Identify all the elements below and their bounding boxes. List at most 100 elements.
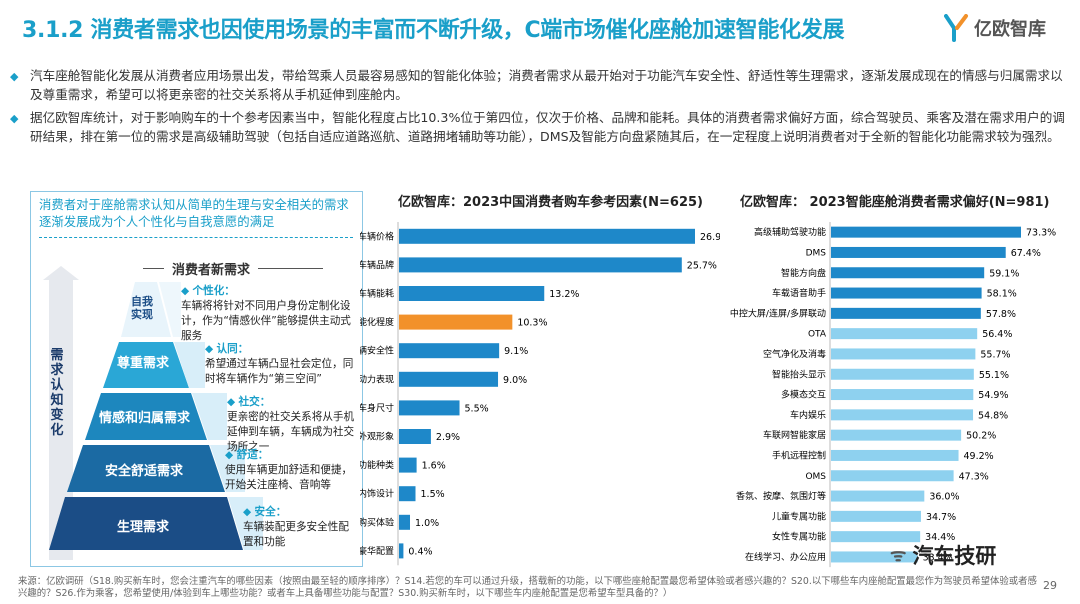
bar	[399, 343, 500, 359]
pyramid-title: 消费者新需求	[164, 259, 259, 278]
category-label: 空气净化及消毒	[763, 348, 826, 360]
value-label: 34.7%	[926, 512, 956, 523]
level-desc-5-text: 车辆装配更多安全性配置和功能	[243, 521, 349, 548]
page-title: 3.1.2 消费者需求也因使用场景的丰富而不断升级，C端市场催化座舱加速智能化发…	[22, 18, 845, 43]
category-label: 车身尺寸	[360, 402, 394, 414]
source-footnote: 来源：亿欧调研（S18.购买新车时，您会注重汽车的哪些因素（按照由最至轻的顺序排…	[18, 576, 1037, 599]
value-label: 1.6%	[422, 461, 446, 472]
bar	[399, 543, 404, 559]
bar	[831, 551, 918, 563]
level-tag-3: 社交：	[238, 396, 271, 408]
category-label: 中控大屏/连屏/多屏联动	[730, 307, 826, 319]
value-label: 10.3%	[517, 318, 547, 329]
level-name-5: 生理需求	[117, 520, 170, 535]
category-label: 车联网智能家居	[763, 429, 826, 441]
pyramid-header: 消费者对于座舱需求认知从简单的生理与安全相关的需求逐渐发展成为个人个性化与自我意…	[39, 197, 349, 229]
diamond-bullet-icon: ◆	[10, 70, 19, 83]
bar	[399, 314, 513, 330]
bar	[399, 429, 431, 444]
bar	[399, 400, 460, 416]
bar	[831, 246, 1006, 258]
level-name-2: 尊重需求	[117, 356, 170, 371]
category-label: 手机远程控制	[772, 449, 826, 461]
bar	[831, 307, 981, 319]
paragraph-2: ◆ 据亿欧智库统计，对于影响购车的十个参考因素当中，智能化程度占比10.3%位于…	[10, 108, 1070, 146]
value-label: 2.9%	[436, 432, 460, 443]
pyramid-level-physiological	[49, 497, 243, 550]
pyramid-level-belonging	[85, 393, 207, 440]
level-desc-1: ◆ 个性化： 车辆将将针对不同用户身份定制化设计，作为“情感伙伴”能够提供主动式…	[181, 285, 351, 342]
level-desc-4-text: 使用车辆更加舒适和便捷，开始关注座椅、音响等	[225, 464, 353, 491]
category-label: 车内娱乐	[790, 409, 826, 421]
value-label: 9.0%	[503, 375, 527, 386]
chart2-title: 亿欧智库： 2023智能座舱消费者需求偏好(N=981)	[740, 195, 1050, 210]
level-name-4: 安全舒适需求	[105, 464, 184, 479]
category-label: 女性专属功能	[772, 531, 826, 543]
value-label: 54.8%	[978, 410, 1008, 421]
bar	[831, 287, 982, 299]
category-label: 在线学习、办公应用	[745, 551, 826, 563]
bar	[399, 514, 411, 530]
bar	[831, 490, 925, 502]
bar	[831, 328, 978, 340]
level-desc-2: ◆ 认同： 希望通过车辆凸显社会定位，同时将车辆作为“第三空间”	[205, 343, 354, 385]
level-tag-4: 舒适：	[236, 449, 269, 461]
level-desc-4: ◆ 舒适： 使用车辆更加舒适和便捷，开始关注座椅、音响等	[225, 449, 353, 491]
bar	[831, 409, 974, 421]
value-label: 55.1%	[979, 370, 1009, 381]
category-label: 豪华配置	[360, 545, 394, 557]
category-label: 功能种类	[360, 459, 394, 471]
category-label: OTA	[808, 330, 827, 340]
level-name-1: 自我实现	[131, 295, 153, 321]
needs-pyramid-panel: 消费者对于座舱需求认知从简单的生理与安全相关的需求逐渐发展成为个人个性化与自我意…	[30, 191, 363, 567]
value-label: 58.1%	[987, 289, 1017, 300]
category-label: 儿童专属功能	[772, 510, 826, 522]
level-tag-2: 认同：	[216, 343, 249, 355]
category-label: 外观形象	[360, 431, 394, 443]
bar	[831, 226, 1021, 238]
logo-text: 亿欧智库	[974, 19, 1046, 40]
divider	[39, 237, 353, 238]
paragraph-2-text: 据亿欧智库统计，对于影响购车的十个参考因素当中，智能化程度占比10.3%位于第四…	[30, 110, 1065, 144]
bar	[399, 228, 695, 244]
level-name-3: 情感和归属需求	[99, 411, 191, 426]
category-label: 智能方向盘	[781, 267, 826, 279]
value-label: 0.4%	[408, 546, 432, 557]
value-label: 49.2%	[964, 451, 994, 462]
page-number: 29	[1043, 579, 1057, 592]
bar	[399, 371, 499, 387]
value-label: 25.7%	[687, 260, 717, 271]
value-label: 55.7%	[980, 349, 1010, 360]
bar	[399, 257, 682, 273]
bar	[831, 470, 954, 482]
bar	[399, 486, 416, 502]
value-label: 47.3%	[959, 471, 989, 482]
category-label: 智能化程度	[360, 316, 394, 328]
purchase-factors-chart: 车辆价格 26.9% 车辆品牌 25.7% 车辆能耗 13.2% 智能化程度 10.3% 车辆安…	[360, 222, 720, 566]
level-desc-5: ◆ 安全： 车辆装配更多安全性配置和功能	[243, 506, 349, 548]
bar	[831, 368, 974, 380]
value-label: 50.2%	[966, 431, 996, 442]
category-label: 车辆价格	[360, 230, 394, 242]
value-label: 9.1%	[504, 346, 528, 357]
bar	[831, 531, 921, 543]
arrow-label: 需求认知变化	[50, 348, 64, 438]
value-label: 59.1%	[989, 268, 1019, 279]
category-label: OMS	[805, 472, 826, 482]
logo: 亿欧智库	[944, 14, 1046, 42]
wechat-watermark: ᯤ 汽车技研	[890, 540, 996, 570]
category-label: 内饰设计	[360, 488, 394, 500]
bar	[831, 449, 959, 461]
category-label: 购买体验	[360, 516, 394, 528]
bar	[831, 510, 921, 522]
category-label: 香氛、按摩、氛围灯等	[736, 490, 826, 502]
level-desc-1-text: 车辆将将针对不同用户身份定制化设计，作为“情感伙伴”能够提供主动式服务	[181, 300, 351, 342]
pyramid-level-self-actualization	[121, 282, 171, 337]
level-desc-3: ◆ 社交： 更亲密的社交关系将从手机延伸到车辆，车辆成为社交场所之一	[227, 396, 355, 453]
wechat-icon: ᯤ	[890, 545, 907, 566]
value-label: 13.2%	[549, 289, 579, 300]
bar	[831, 389, 974, 401]
logo-icon	[944, 14, 968, 42]
category-label: 智能抬头显示	[772, 368, 826, 380]
pyramid-level-safety	[67, 445, 225, 492]
